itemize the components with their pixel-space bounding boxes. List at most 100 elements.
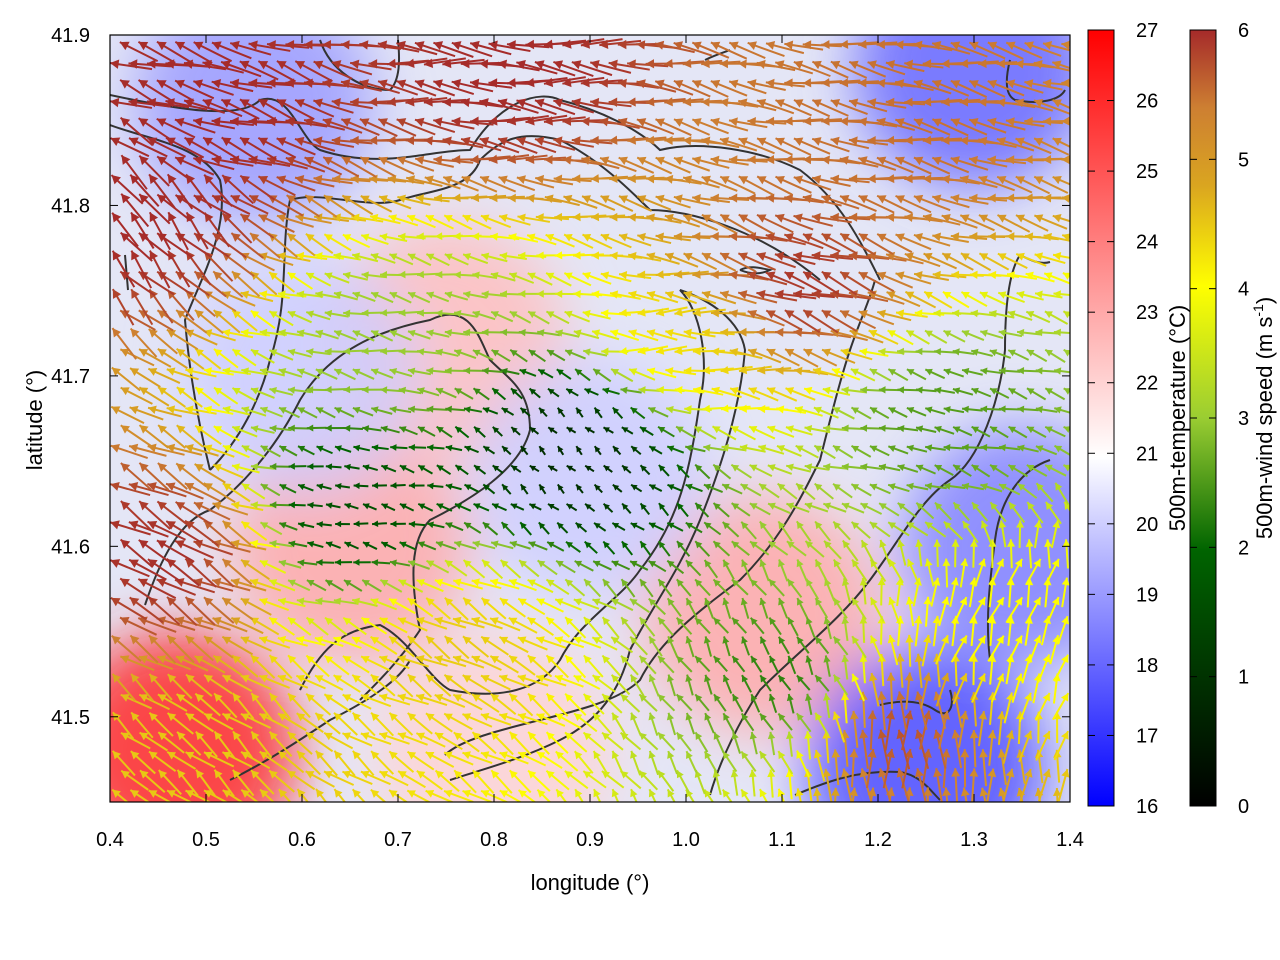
wind-arrow (701, 175, 738, 192)
y-tick-label: 41.7 (51, 366, 90, 388)
wind-arrow (987, 79, 1025, 97)
wind-arrow (865, 748, 877, 789)
wind-arrow (213, 386, 239, 405)
wind-arrow (426, 559, 450, 574)
wind-arrow (573, 598, 600, 610)
wind-arrow (110, 597, 147, 621)
wind-arrow (655, 270, 690, 279)
y-tick-label: 41.6 (51, 536, 90, 558)
wind-arrow (777, 674, 792, 691)
wind-arrow (417, 541, 437, 551)
wind-arrow (711, 386, 742, 399)
wind-arrow (425, 214, 454, 230)
wind-arrow (1037, 654, 1051, 683)
wind-arrow (528, 541, 548, 551)
wind-arrow (239, 213, 275, 239)
wind-arrow (1008, 387, 1028, 400)
wind-arrow (408, 405, 430, 413)
wind-arrow (433, 79, 475, 95)
wind-arrow (286, 769, 316, 791)
wind-arrow (915, 464, 936, 475)
wind-arrow (334, 445, 352, 453)
wind-arrow (722, 636, 731, 657)
wind-arrow (325, 579, 344, 592)
wind-arrow (129, 367, 161, 388)
wind-arrow (553, 98, 595, 114)
wind-arrow (648, 445, 663, 455)
wind-arrow (778, 559, 789, 582)
wind-arrow (675, 693, 693, 712)
wind-arrow (703, 750, 718, 773)
wind-arrow (768, 578, 785, 597)
wind-arrow (922, 213, 961, 226)
wind-arrow (737, 290, 778, 304)
wind-arrow (935, 634, 949, 665)
wind-arrow (149, 250, 171, 289)
wind-arrow (306, 579, 327, 592)
wind-arrow (1053, 367, 1070, 375)
wind-arrow (921, 634, 932, 667)
wind-arrow (611, 712, 627, 736)
wind-arrow (574, 560, 594, 572)
wind-arrow (682, 214, 719, 232)
wind-arrow (353, 482, 369, 490)
wind-arrow (904, 672, 914, 710)
wind-arrow (685, 636, 695, 658)
wind-arrow (259, 788, 275, 802)
wind-arrow (1061, 78, 1070, 88)
wind-arrow (646, 367, 677, 379)
wind-arrow (285, 156, 326, 173)
wind-arrow (682, 175, 720, 189)
wind-arrow (1035, 692, 1051, 721)
wind-arrow (130, 250, 153, 289)
wind-arrow (443, 674, 472, 696)
windspeed-colorbar-tick-label: 4 (1238, 279, 1249, 301)
wind-arrow (998, 444, 1021, 452)
wind-arrow (212, 270, 244, 298)
wind-arrow (768, 617, 782, 636)
wind-arrow (1008, 501, 1026, 523)
wind-arrow (462, 597, 488, 621)
wind-arrow (435, 309, 460, 318)
wind-arrow (129, 789, 151, 802)
wind-arrow (434, 693, 466, 708)
wind-arrow (315, 750, 338, 777)
wind-arrow (1006, 615, 1015, 646)
wind-arrow (897, 539, 907, 566)
wind-arrow (841, 502, 865, 514)
wind-arrow (814, 482, 834, 500)
wind-arrow (564, 616, 587, 639)
wind-arrow (987, 155, 1027, 165)
wind-arrow (941, 213, 978, 229)
x-tick-label: 0.8 (480, 829, 508, 851)
wind-arrow (935, 672, 950, 707)
wind-arrow (156, 155, 193, 182)
wind-arrow (1044, 425, 1066, 438)
wind-arrow (352, 750, 375, 777)
wind-arrow (538, 521, 550, 535)
wind-arrow (351, 252, 379, 263)
wind-arrow (471, 616, 503, 630)
wind-arrow (287, 731, 313, 755)
wind-arrow (942, 290, 970, 309)
wind-arrow (950, 232, 988, 242)
wind-arrow (673, 41, 713, 57)
wind-arrow (110, 520, 151, 536)
wind-arrow (990, 673, 1005, 703)
wind-arrow (802, 309, 839, 334)
wind-arrow (676, 578, 692, 597)
wind-arrow (416, 579, 444, 593)
wind-arrow (592, 560, 612, 571)
wind-arrow (759, 674, 772, 692)
wind-arrow (481, 290, 506, 298)
wind-arrow (230, 232, 264, 259)
wind-arrow (821, 232, 858, 255)
wind-arrow (933, 768, 943, 802)
wind-arrow (1042, 78, 1070, 88)
temperature-colorbar-tick-label: 22 (1136, 373, 1158, 395)
wind-arrow (655, 345, 688, 355)
wind-arrow (997, 291, 1025, 304)
wind-arrow (138, 655, 174, 671)
contour-line (879, 689, 953, 715)
wind-arrow (839, 232, 876, 256)
